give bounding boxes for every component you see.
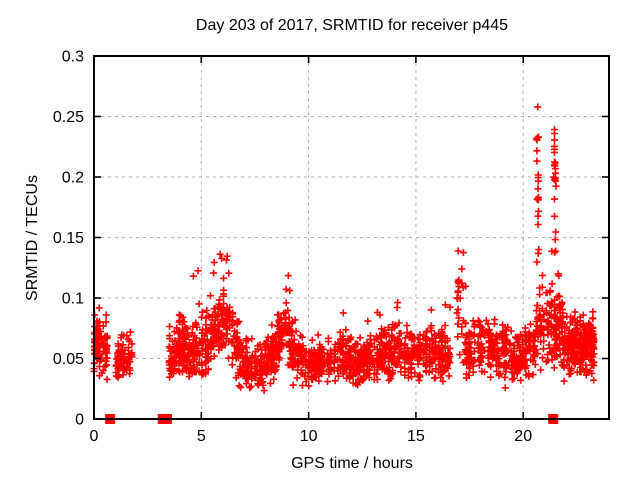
svg-text:0.15: 0.15 [53, 230, 84, 247]
svg-text:0: 0 [75, 412, 84, 429]
svg-text:15: 15 [407, 428, 425, 445]
y-axis-label: SRMTID / TECUs [24, 175, 41, 301]
svg-text:0.2: 0.2 [62, 170, 84, 187]
svg-text:20: 20 [514, 428, 532, 445]
svg-text:5: 5 [197, 428, 206, 445]
svg-text:0.25: 0.25 [53, 109, 84, 126]
svg-text:10: 10 [300, 428, 318, 445]
svg-text:0.3: 0.3 [62, 49, 84, 66]
svg-text:0.1: 0.1 [62, 291, 84, 308]
svg-text:0.05: 0.05 [53, 351, 84, 368]
x-axis-label: GPS time / hours [291, 455, 413, 472]
chart-title: Day 203 of 2017, SRMTID for receiver p44… [195, 17, 509, 34]
svg-text:0: 0 [90, 428, 99, 445]
